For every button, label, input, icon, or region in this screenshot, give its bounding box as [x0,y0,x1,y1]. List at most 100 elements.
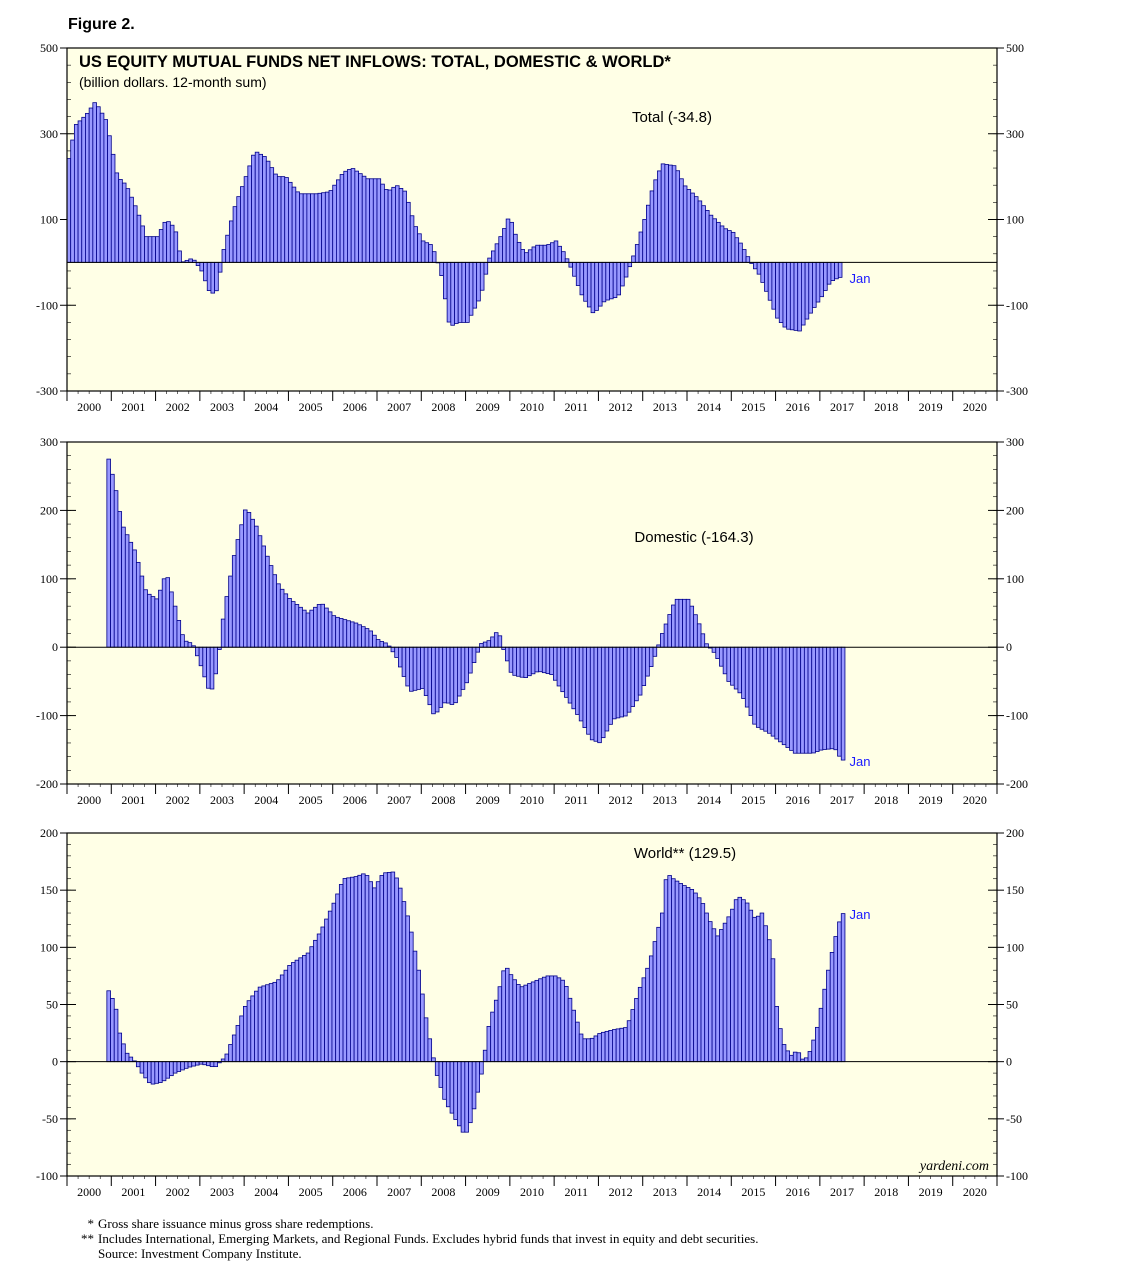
bar [380,183,385,263]
bar [582,1038,588,1063]
bar [228,220,234,263]
bar [778,646,783,743]
bar [165,1061,170,1079]
bar [161,1061,167,1082]
bar [493,999,499,1063]
y-tick-label-right: -100 [1006,1169,1028,1183]
bar [402,190,407,263]
x-tick-label: 2014 [697,793,721,807]
bar [705,210,710,263]
y-tick-label-left: -100 [36,298,58,312]
bar [224,1053,230,1063]
bar [815,261,821,303]
bar [224,596,230,648]
bar [490,636,495,648]
bar [623,1027,628,1063]
bar [209,1061,215,1068]
bar [276,176,282,263]
end-label: Jan [849,271,870,286]
bar [556,977,562,1063]
bar [305,952,311,1063]
bar [623,646,628,717]
bar [409,646,414,692]
bar [416,969,421,1063]
bar [128,1056,134,1063]
bar [612,261,618,299]
bar [279,588,285,648]
bar [450,261,455,326]
bar [744,902,750,1063]
bar [645,646,650,677]
y-tick-label-right: 100 [1006,940,1024,954]
bar [117,1032,123,1063]
bar [261,985,266,1063]
bar [641,977,647,1063]
series-label: Domestic (-164.3) [634,529,753,546]
bar [140,225,145,263]
bar [133,205,138,263]
bar [513,233,518,263]
bar [527,249,533,263]
x-tick-label: 2018 [874,793,898,807]
bar [420,240,426,263]
bar [482,1049,488,1063]
bar [575,646,580,715]
bar [656,926,661,1063]
bar [154,1061,159,1084]
bar [797,261,802,332]
bar [575,261,581,286]
bar [121,1043,126,1063]
x-tick-label: 2005 [299,793,323,807]
bar [523,646,528,679]
bar [443,261,448,300]
bar [715,935,720,1063]
bar [770,646,776,737]
bar [493,632,499,648]
x-tick-label: 2008 [431,400,455,414]
bar [801,261,806,326]
bar [155,236,160,263]
bar [542,244,548,263]
bar [472,261,478,309]
bar [158,589,163,648]
bar [132,549,137,648]
bar [704,912,709,1063]
bar [457,646,462,697]
bar [236,196,241,263]
x-tick-label: 2010 [520,793,544,807]
bar [246,512,252,648]
bar [641,646,647,686]
bar [128,541,134,648]
bar [328,190,334,263]
bar [353,876,359,1063]
bar [265,984,270,1063]
bar [302,955,307,1063]
bar [678,883,683,1063]
bar [327,910,333,1063]
bar [674,880,680,1063]
bar [209,646,215,690]
bar [280,176,286,263]
bar [564,646,569,698]
bar [398,188,404,263]
bar [663,623,669,648]
y-tick-label-left: 300 [40,127,58,141]
bar [276,583,281,648]
bar [342,878,348,1063]
bar [139,1061,145,1074]
bar [789,646,794,751]
y-tick-label-left: 100 [40,213,58,227]
bar [812,261,817,308]
bar [767,261,773,301]
bar [401,901,407,1063]
bar [417,233,422,263]
bar [730,908,735,1063]
bar [575,1021,580,1063]
x-tick-label: 2019 [919,400,943,414]
bar [505,646,510,662]
bar [678,598,683,648]
bar [630,646,635,707]
bar [357,624,362,648]
bar [642,219,647,263]
